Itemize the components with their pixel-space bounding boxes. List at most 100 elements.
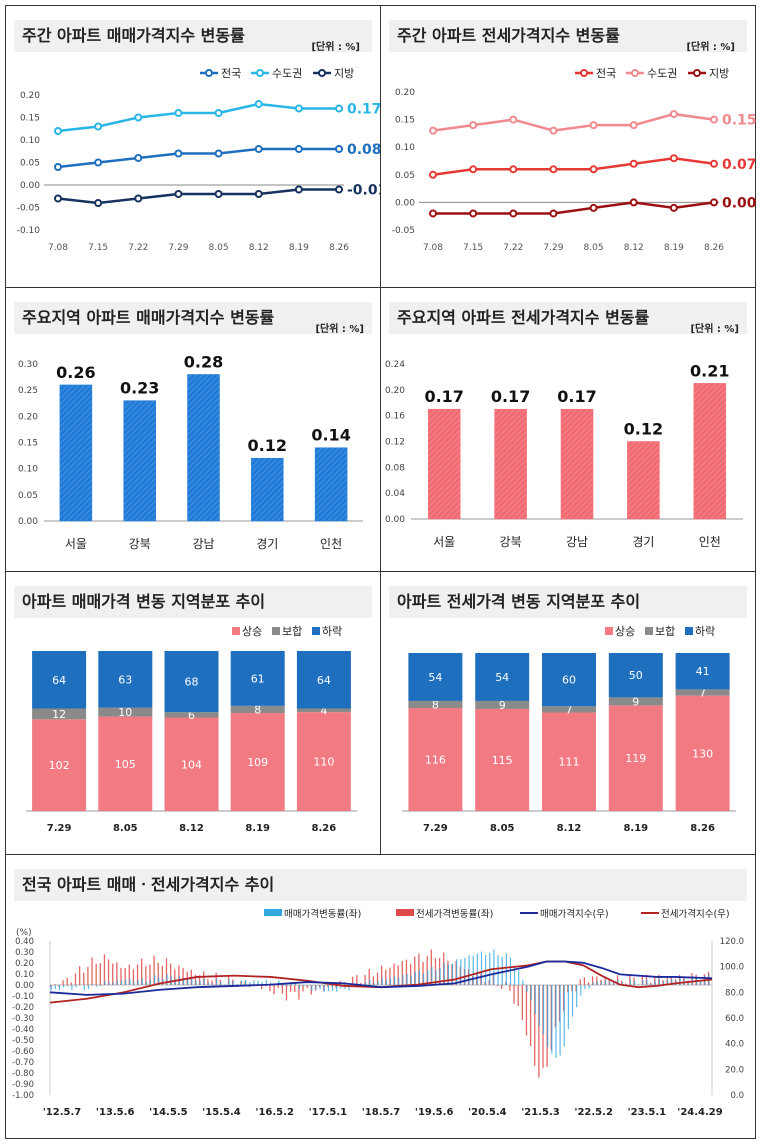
bar-segment-rise <box>408 708 463 811</box>
sale-rate-bar <box>307 985 309 987</box>
jeonse-rate-bar <box>418 953 420 985</box>
jeonse-rate-bar <box>583 977 586 985</box>
data-point <box>469 121 478 130</box>
sale-rate-bar <box>422 973 425 985</box>
data-point <box>254 100 263 108</box>
bar-segment-fall <box>32 651 87 709</box>
data-point <box>669 203 678 212</box>
sale-rate-bar <box>108 982 110 985</box>
bar-value-label: 0.12 <box>624 420 663 439</box>
x-tick-label: 강남 <box>566 535 588 549</box>
jeonse-rate-bar <box>128 964 130 985</box>
y-tick-label: 0.10 <box>395 143 415 153</box>
sale-rate-bar <box>443 963 445 985</box>
sale-rate-bar <box>340 985 342 989</box>
x-tick-label: 7.29 <box>168 243 188 253</box>
x-tick-label: 인천 <box>320 536 342 551</box>
jeonse-rate-bar <box>161 965 164 985</box>
jeonse-rate-bar <box>194 974 197 985</box>
sale-rate-bar <box>373 982 375 985</box>
sale-rate-bar <box>646 979 648 985</box>
sale-rate-bar <box>348 985 350 991</box>
sale-rate-bar <box>476 953 478 985</box>
sale-rate-bar <box>158 977 160 985</box>
jeonse-rate-bar <box>182 968 184 985</box>
legend-swatch <box>645 627 653 635</box>
legend-label: 하락 <box>695 624 715 638</box>
bar-segment-rise <box>164 717 219 811</box>
bar-segment-flat <box>164 712 219 718</box>
sale-rate-bar <box>435 970 437 985</box>
x-tick-label: 8.12 <box>179 823 204 834</box>
jeonse-region-panel: 주요지역 아파트 전세가격지수 변동률 [단위 : %] 0.24 0.20 0.1… <box>380 287 756 572</box>
data-point <box>174 109 183 117</box>
sale-rate-bar <box>216 978 218 985</box>
jeonse-rate-bar <box>132 969 135 985</box>
sale-rate-bar <box>385 979 387 985</box>
sale-rate-bar <box>278 980 280 985</box>
segment-label-rise: 105 <box>115 758 136 771</box>
data-point <box>294 145 303 153</box>
jeonse-dist-panel: 아파트 전세가격 변동 지역분포 추이 상승 보합 하락 116 8 54 7.29 115 9… <box>380 571 756 855</box>
y-tick-label: 0.00 <box>20 181 40 191</box>
bar-segment-rise <box>475 708 530 811</box>
jeonse-rate-bar <box>517 985 519 1007</box>
jeonse-weekly-title: 주간 아파트 전세가격지수 변동률 <box>389 20 747 52</box>
data-point <box>429 209 437 218</box>
jeonse-rate-bar <box>368 969 370 985</box>
jeonse-rate-bar <box>356 975 358 985</box>
jeonse-rate-bar <box>120 967 122 985</box>
bar-value-label: 0.17 <box>491 387 530 406</box>
data-point <box>469 209 478 218</box>
legend-label: 상승 <box>615 625 635 638</box>
jeonse-rate-bar <box>393 963 395 985</box>
sale-rate-bar <box>381 977 383 985</box>
jeonse-rate-bar <box>54 984 56 985</box>
sale-weekly-unit: [단위 : %] <box>311 42 360 53</box>
sale-rate-bar <box>398 977 400 985</box>
jeonse-rate-bar <box>141 958 143 985</box>
sale-rate-bar <box>547 985 549 1047</box>
sale-rate-bar <box>145 981 147 985</box>
bar <box>251 457 284 522</box>
sale-rate-bar <box>451 963 454 985</box>
sale-rate-bar <box>269 982 272 985</box>
right-tick-label: 60.0 <box>725 1014 744 1024</box>
jeonse-rate-bar <box>95 963 97 985</box>
left-axis-unit: (%) <box>16 928 32 938</box>
jeonse-index-line <box>49 960 713 1004</box>
sale-rate-bar <box>133 981 135 985</box>
bar-segment-flat <box>296 708 351 713</box>
legend-swatch <box>396 909 414 916</box>
bar <box>427 408 461 520</box>
end-value-label: 0.17 <box>347 102 382 118</box>
jeonse-rate-bar <box>87 966 89 985</box>
legend-label: 보합 <box>655 625 675 638</box>
sale-rate-bar <box>613 982 615 985</box>
x-tick-label: 강북 <box>500 535 522 549</box>
sale-rate-bar <box>526 985 528 992</box>
sale-rate-bar <box>679 978 681 985</box>
x-tick-label: '18.5.7 <box>362 1107 401 1118</box>
end-value-label: -0.01 <box>347 183 387 199</box>
bar <box>494 408 527 520</box>
x-tick-label: '19.5.6 <box>415 1107 454 1118</box>
data-point <box>549 165 558 174</box>
data-point <box>134 113 143 122</box>
y-tick-label: 0.16 <box>385 412 405 422</box>
sale-rate-bar <box>592 982 594 985</box>
legend-label: 보합 <box>282 625 302 638</box>
bar <box>187 374 220 522</box>
segment-label-fall: 64 <box>317 674 331 687</box>
bar <box>627 441 660 520</box>
sale-rate-bar <box>456 959 458 985</box>
sale-rate-bar <box>410 975 412 985</box>
bar-segment-rise <box>542 712 596 811</box>
x-tick-label: '20.5.4 <box>468 1107 507 1118</box>
legend-swatch <box>272 627 280 635</box>
sale-rate-bar <box>224 984 226 985</box>
x-tick-label: 8.26 <box>704 243 724 253</box>
x-tick-label: 8.05 <box>584 243 604 253</box>
national-trend-chart: 매매가격변동률(좌) 전세가격변동률(좌) 매매가격지수(우) 전세가격지수(우) (%… <box>12 908 744 1118</box>
bar-segment-flat <box>675 689 730 696</box>
